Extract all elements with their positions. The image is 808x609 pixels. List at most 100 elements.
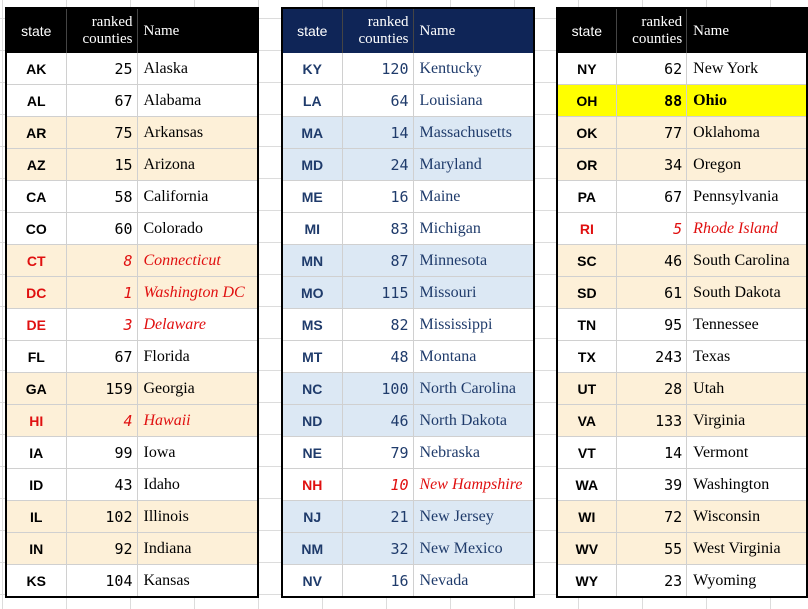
state-abbr-cell: DC xyxy=(6,276,67,309)
state-abbr-cell: HI xyxy=(6,404,67,437)
table-row: MD 24 Maryland xyxy=(282,148,534,181)
table-row: NH 10 New Hampshire xyxy=(282,468,534,501)
state-name-cell: Alaska xyxy=(137,53,258,85)
table-row: VT 14 Vermont xyxy=(557,436,807,469)
ranked-counties-cell: 23 xyxy=(616,564,688,597)
header-ranked-line2: counties xyxy=(632,31,683,47)
header-ranked-line1: ranked xyxy=(91,14,133,30)
state-name-cell: Pennsylvania xyxy=(686,180,807,213)
ranked-counties-cell: 67 xyxy=(66,84,138,117)
state-abbr-cell: SD xyxy=(557,276,617,309)
ranked-counties-cell: 14 xyxy=(342,116,414,149)
state-name-cell: Florida xyxy=(137,340,258,373)
header-ranked-counties: ranked counties xyxy=(66,8,138,53)
ranked-counties-cell: 99 xyxy=(66,436,138,469)
state-abbr-cell: CT xyxy=(6,244,67,277)
state-name-cell: North Carolina xyxy=(413,372,534,405)
ranked-counties-cell: 133 xyxy=(616,404,688,437)
header-ranked-line2: counties xyxy=(82,31,133,47)
state-name-cell: Hawaii xyxy=(137,404,258,437)
ranked-counties-cell: 77 xyxy=(616,116,688,149)
state-abbr-cell: ME xyxy=(282,180,343,213)
ranked-counties-cell: 3 xyxy=(66,308,138,341)
state-name-cell: Washington DC xyxy=(137,276,258,309)
state-name-cell: South Dakota xyxy=(686,276,807,309)
ranked-counties-cell: 21 xyxy=(342,500,414,533)
ranked-counties-cell: 55 xyxy=(616,532,688,565)
table-row: DE 3 Delaware xyxy=(6,308,258,341)
table-body: NY 62 New York OH 88 Ohio OK 77 Oklahoma OR 34 Oreg… xyxy=(557,53,807,597)
states-table-3: state ranked counties Name NY 62 New York OH… xyxy=(556,7,808,598)
state-abbr-cell: OH xyxy=(557,84,617,117)
state-abbr-cell: NM xyxy=(282,532,343,565)
table-row: NJ 21 New Jersey xyxy=(282,500,534,533)
state-abbr-cell: MT xyxy=(282,340,343,373)
ranked-counties-cell: 95 xyxy=(616,308,688,341)
state-name-cell: Georgia xyxy=(137,372,258,405)
state-name-cell: California xyxy=(137,180,258,213)
header-ranked-line1: ranked xyxy=(367,14,409,30)
state-name-cell: Alabama xyxy=(137,84,258,117)
ranked-counties-cell: 104 xyxy=(66,564,138,597)
ranked-counties-cell: 92 xyxy=(66,532,138,565)
state-abbr-cell: SC xyxy=(557,244,617,277)
state-name-cell: Maryland xyxy=(413,148,534,181)
ranked-counties-cell: 39 xyxy=(616,468,688,501)
state-abbr-cell: AR xyxy=(6,116,67,149)
table-row: PA 67 Pennsylvania xyxy=(557,180,807,213)
ranked-counties-cell: 62 xyxy=(616,53,688,85)
state-abbr-cell: TN xyxy=(557,308,617,341)
table-body: KY 120 Kentucky LA 64 Louisiana MA 14 Massachuse… xyxy=(282,53,534,597)
header-name: Name xyxy=(413,8,534,53)
state-abbr-cell: OR xyxy=(557,148,617,181)
table-row: SD 61 South Dakota xyxy=(557,276,807,309)
table-row: NE 79 Nebraska xyxy=(282,436,534,469)
table-row: FL 67 Florida xyxy=(6,340,258,373)
state-name-cell: Illinois xyxy=(137,500,258,533)
states-table-2: state ranked counties Name KY 120 Kentucky L… xyxy=(281,7,535,598)
table-row: IN 92 Indiana xyxy=(6,532,258,565)
state-abbr-cell: AL xyxy=(6,84,67,117)
state-name-cell: Ohio xyxy=(686,84,807,117)
state-name-cell: South Carolina xyxy=(686,244,807,277)
state-name-cell: North Dakota xyxy=(413,404,534,437)
state-name-cell: Kentucky xyxy=(413,53,534,85)
ranked-counties-cell: 61 xyxy=(616,276,688,309)
ranked-counties-cell: 48 xyxy=(342,340,414,373)
table-row: GA 159 Georgia xyxy=(6,372,258,405)
state-name-cell: Indiana xyxy=(137,532,258,565)
state-abbr-cell: IN xyxy=(6,532,67,565)
state-abbr-cell: AZ xyxy=(6,148,67,181)
state-name-cell: New Mexico xyxy=(413,532,534,565)
state-name-cell: Colorado xyxy=(137,212,258,245)
state-name-cell: Wisconsin xyxy=(686,500,807,533)
state-abbr-cell: IL xyxy=(6,500,67,533)
header-ranked-counties: ranked counties xyxy=(342,8,414,53)
ranked-counties-cell: 82 xyxy=(342,308,414,341)
table-row: MI 83 Michigan xyxy=(282,212,534,245)
state-abbr-cell: NH xyxy=(282,468,343,501)
header-name: Name xyxy=(686,8,807,53)
table-row: KS 104 Kansas xyxy=(6,564,258,597)
table-row: VA 133 Virginia xyxy=(557,404,807,437)
table-row: OH 88 Ohio xyxy=(557,84,807,117)
ranked-counties-cell: 16 xyxy=(342,564,414,597)
ranked-counties-cell: 32 xyxy=(342,532,414,565)
ranked-counties-cell: 67 xyxy=(66,340,138,373)
table-row: AR 75 Arkansas xyxy=(6,116,258,149)
state-name-cell: Oklahoma xyxy=(686,116,807,149)
ranked-counties-cell: 43 xyxy=(66,468,138,501)
state-name-cell: Tennessee xyxy=(686,308,807,341)
table-row: NV 16 Nevada xyxy=(282,564,534,597)
state-name-cell: Connecticut xyxy=(137,244,258,277)
state-name-cell: Idaho xyxy=(137,468,258,501)
table-row: KY 120 Kentucky xyxy=(282,53,534,85)
table-row: NY 62 New York xyxy=(557,53,807,85)
state-abbr-cell: ND xyxy=(282,404,343,437)
header-state: state xyxy=(6,8,67,53)
ranked-counties-cell: 24 xyxy=(342,148,414,181)
state-abbr-cell: NC xyxy=(282,372,343,405)
state-abbr-cell: MN xyxy=(282,244,343,277)
table-row: WA 39 Washington xyxy=(557,468,807,501)
state-abbr-cell: DE xyxy=(6,308,67,341)
